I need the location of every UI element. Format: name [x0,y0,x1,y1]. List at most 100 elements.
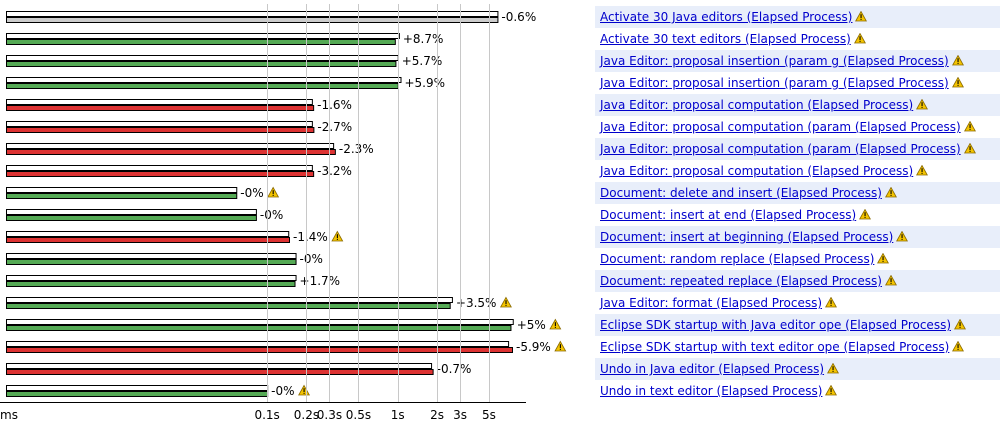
test-link[interactable]: Undo in Java editor (Elapsed Process) [600,362,840,376]
test-link[interactable]: Eclipse SDK startup with text editor ope… [600,340,965,354]
current-bar [6,105,315,111]
warning-icon-mark [554,322,556,326]
warning-icon-dot [272,194,274,196]
delta-label: -0.7% [437,362,472,376]
warning-icon [827,363,840,374]
x-tick-label: 0.1s [254,408,279,422]
row-band [595,94,1000,116]
test-link[interactable]: Activate 30 Java editors (Elapsed Proces… [600,10,868,24]
x-tick-label: 5s [482,408,496,422]
warning-icon [298,384,311,396]
delta-label: -3.2% [317,164,352,178]
delta-label: -0% [240,186,263,200]
baseline-bar [6,165,313,171]
warning-icon [884,275,897,286]
delta-label: -2.7% [317,120,352,134]
warning-icon [884,187,897,198]
warning-icon [951,55,964,66]
delta-label: -1.4% [293,230,328,244]
baseline-bar [6,77,402,83]
warning-icon [896,231,909,242]
current-bar [6,369,434,375]
current-bar [6,17,499,23]
warning-icon [499,296,512,308]
warning-icon [554,340,567,352]
warning-icon [916,165,929,176]
test-link[interactable]: Eclipse SDK startup with Java editor ope… [600,318,966,332]
x-tick-label: 3s [453,408,467,422]
warning-icon [954,319,966,330]
current-bar [6,83,399,89]
row-band [595,270,1000,292]
test-link[interactable]: Document: repeated replace (Elapsed Proc… [600,274,897,288]
test-link[interactable]: Document: random replace (Elapsed Proces… [600,252,890,266]
current-bar [6,325,512,331]
warning-icon [859,209,872,220]
delta-label: +5.7% [402,54,443,68]
delta-label: -5.9% [516,340,551,354]
current-bar [6,193,238,199]
warning-icon-mark [505,300,507,304]
row-band [595,138,1000,160]
x-tick-label: 0.2s [294,408,319,422]
current-bar [6,127,315,133]
baseline-bar [6,99,313,105]
delta-label: +5.9% [404,76,445,90]
current-bar [6,215,257,221]
warning-icon-dot [559,348,561,350]
warning-icon [951,77,964,88]
delta-label: -0% [271,384,294,398]
warning-icon-dot [303,392,305,394]
baseline-bar [6,319,514,325]
test-link[interactable]: Java Editor: proposal computation (param… [600,120,976,134]
delta-label: +1.7% [300,274,341,288]
current-bar [6,347,513,353]
baseline-bar [6,33,400,39]
warning-icon-mark [272,190,274,194]
row-band [595,182,1000,204]
row-band [595,358,1000,380]
x-tick-label: ms [0,408,18,422]
baseline-bar [6,187,238,193]
delta-label: -0.6% [501,10,536,24]
test-link[interactable]: Java Editor: proposal computation (param… [600,142,976,156]
baseline-bar [6,55,399,61]
warning-icon [855,11,868,22]
warning-icon [331,230,344,242]
warning-icon [877,253,890,264]
test-link[interactable]: Activate 30 text editors (Elapsed Proces… [600,32,866,46]
delta-label: -0% [300,252,323,266]
warning-icon [853,33,866,44]
current-bar [6,303,451,309]
warning-icon [267,186,280,198]
current-bar [6,259,297,265]
warning-icon [916,99,929,110]
warning-icon [952,341,965,352]
delta-label: -0% [260,208,283,222]
baseline-bar [6,121,313,127]
test-link[interactable]: Java Editor: proposal computation (Elaps… [600,164,929,178]
x-tick-label: 0.3s [317,408,342,422]
test-link[interactable]: Java Editor: proposal insertion (param g… [600,54,964,68]
test-link[interactable]: Java Editor: proposal computation (Elaps… [600,98,929,112]
current-bar [6,149,336,155]
test-link[interactable]: Document: delete and insert (Elapsed Pro… [600,186,897,200]
baseline-bar [6,341,510,347]
test-link[interactable]: Java Editor: format (Elapsed Process) [600,296,837,310]
baseline-bar [6,231,290,237]
x-tick-label: 2s [430,408,444,422]
current-bar [6,39,396,45]
row-band [595,50,1000,72]
test-link[interactable]: Undo in text editor (Elapsed Process) [600,384,838,398]
warning-icon-mark [559,344,561,348]
test-link[interactable]: Document: insert at end (Elapsed Process… [600,208,872,222]
delta-label: -2.3% [339,142,374,156]
x-tick-label: 0.5s [346,408,371,422]
row-band [595,226,1000,248]
delta-label: +8.7% [403,32,444,46]
test-link[interactable]: Document: insert at beginning (Elapsed P… [600,230,909,244]
warning-icon-mark [303,388,305,392]
warning-icon [549,318,562,330]
test-link[interactable]: Java Editor: proposal insertion (param g… [600,76,964,90]
